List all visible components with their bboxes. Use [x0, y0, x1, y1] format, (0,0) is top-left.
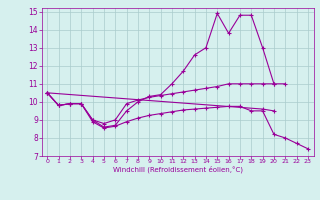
X-axis label: Windchill (Refroidissement éolien,°C): Windchill (Refroidissement éolien,°C) — [113, 166, 243, 173]
